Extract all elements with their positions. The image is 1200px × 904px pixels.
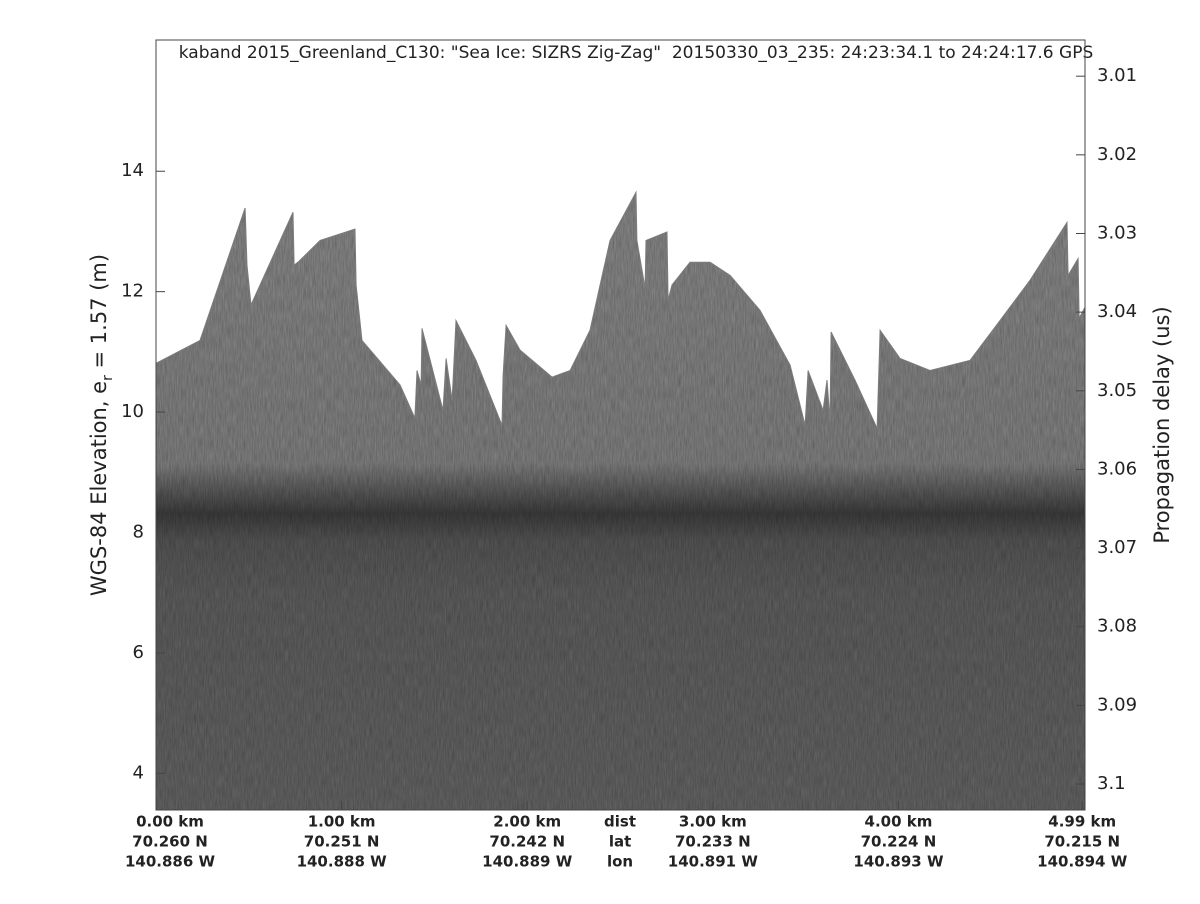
x-row-name: dist	[604, 813, 636, 831]
echogram	[156, 192, 1085, 810]
x-tick-lat: 70.251 N	[304, 833, 380, 851]
y-axis-label: WGS-84 Elevation, er = 1.57 (m)	[87, 254, 116, 596]
x-tick-lat: 70.224 N	[861, 833, 937, 851]
y2-tick-label: 3.01	[1097, 65, 1137, 86]
y2-tick-label: 3.04	[1097, 301, 1137, 322]
x-tick-label: 2.00 km	[493, 813, 561, 831]
y2-tick-label: 3.1	[1097, 773, 1126, 794]
y-tick-label: 4	[133, 762, 144, 783]
y-tick-label: 6	[133, 642, 144, 663]
x-tick-lon: 140.894 W	[1037, 853, 1128, 871]
x-tick-label: 4.99 km	[1048, 813, 1116, 831]
x-tick-lon: 140.891 W	[668, 853, 759, 871]
y-tick-label: 14	[121, 160, 144, 181]
x-tick-lat: 70.233 N	[675, 833, 751, 851]
echogram-speckle	[156, 192, 1085, 810]
x-row-name: lat	[609, 833, 631, 851]
y2-tick-label: 3.07	[1097, 537, 1137, 558]
y-tick-label: 12	[121, 281, 144, 302]
y2-tick-label: 3.05	[1097, 380, 1137, 401]
plot-frame	[155, 39, 1086, 811]
x-tick-lat: 70.260 N	[132, 833, 208, 851]
x-tick-label: 0.00 km	[136, 813, 204, 831]
x-tick-label: 3.00 km	[679, 813, 747, 831]
y-label-suffix: = 1.57 (m)	[87, 254, 111, 375]
x-tick-lat: 70.242 N	[489, 833, 565, 851]
x-tick-lon: 140.893 W	[853, 853, 944, 871]
surface-line	[155, 190, 1086, 429]
y-label-text: WGS-84 Elevation, e	[87, 381, 111, 596]
x-tick-label: 4.00 km	[865, 813, 933, 831]
x-tick-lat: 70.215 N	[1044, 833, 1120, 851]
y2-tick-label: 3.08	[1097, 616, 1137, 637]
x-row-name: lon	[607, 853, 633, 871]
x-tick-lon: 140.888 W	[297, 853, 388, 871]
y2-axis-label: Propagation delay (us)	[1150, 306, 1174, 543]
y-tick-label: 10	[121, 401, 144, 422]
y2-tick-label: 3.06	[1097, 458, 1137, 479]
y-label-subscript: r	[100, 375, 116, 381]
y2-tick-label: 3.09	[1097, 694, 1137, 715]
y2-tick-label: 3.03	[1097, 222, 1137, 243]
chart-title: kaband 2015_Greenland_C130: "Sea Ice: SI…	[179, 43, 1094, 63]
y2-tick-label: 3.02	[1097, 144, 1137, 165]
x-tick-label: 1.00 km	[308, 813, 376, 831]
y-tick-label: 8	[133, 521, 144, 542]
x-tick-lon: 140.889 W	[482, 853, 573, 871]
x-tick-lon: 140.886 W	[125, 853, 216, 871]
